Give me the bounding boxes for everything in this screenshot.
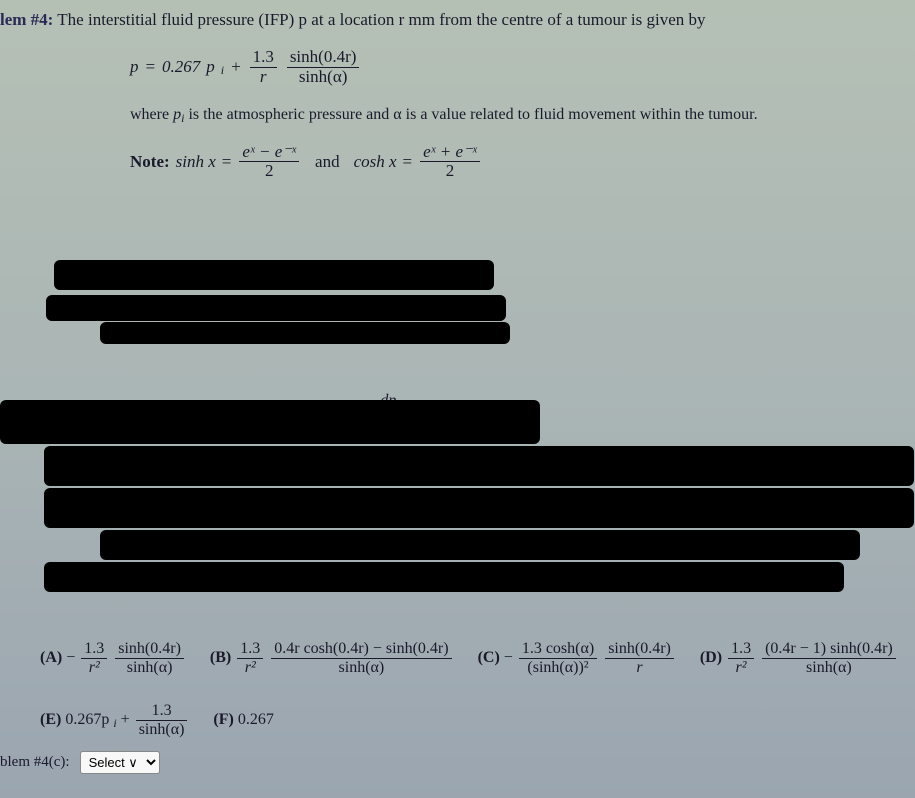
choice-C: (C) − 1.3 cosh(α)(sinh(α))² sinh(0.4r)r (478, 640, 676, 676)
choice-F: (F) 0.267 (213, 711, 273, 729)
choice-B: (B) 1.3r² 0.4r cosh(0.4r) − sinh(0.4r)si… (210, 640, 454, 676)
redaction-block (44, 488, 914, 528)
answer-row: blem #4(c): Select ∨(A)(B)(C)(D)(E)(F) (0, 751, 160, 774)
choice-A: (A) − 1.3r² sinh(0.4r)sinh(α) (40, 640, 186, 676)
note-definitions: Note: sinh x = eˣ − e⁻ˣ 2 and cosh x = e… (130, 143, 915, 181)
redaction-block (44, 562, 844, 592)
redaction-block (54, 260, 494, 290)
answer-label: blem #4(c): (0, 754, 70, 771)
where-clause: where pi is the atmospheric pressure and… (130, 104, 895, 126)
frac-sinh-def: eˣ − e⁻ˣ 2 (239, 143, 299, 181)
answer-select[interactable]: Select ∨(A)(B)(C)(D)(E)(F) (80, 751, 160, 774)
main-equation: p = 0.267pi + 1.3 r sinh(0.4r) sinh(α) (130, 48, 915, 86)
frac-sinh-ratio: sinh(0.4r) sinh(α) (287, 48, 360, 86)
redaction-block (46, 295, 506, 321)
redaction-block (100, 322, 510, 344)
choice-D: (D) 1.3r² (0.4r − 1) sinh(0.4r)sinh(α) (700, 640, 898, 676)
problem-intro-text: The interstitial fluid pressure (IFP) p … (57, 10, 705, 29)
frac-cosh-def: eˣ + e⁻ˣ 2 (420, 143, 480, 181)
redaction-block (44, 446, 914, 486)
choice-E: (E) 0.267pi + 1.3sinh(α) (40, 702, 189, 738)
frac-1.3-over-r: 1.3 r (250, 48, 277, 86)
redaction-block (0, 400, 540, 444)
problem-tag: lem #4: (0, 10, 53, 29)
redaction-block (100, 530, 860, 560)
problem-header: lem #4: The interstitial fluid pressure … (0, 10, 915, 30)
answer-choices: (A) − 1.3r² sinh(0.4r)sinh(α) (B) 1.3r² … (40, 640, 905, 738)
